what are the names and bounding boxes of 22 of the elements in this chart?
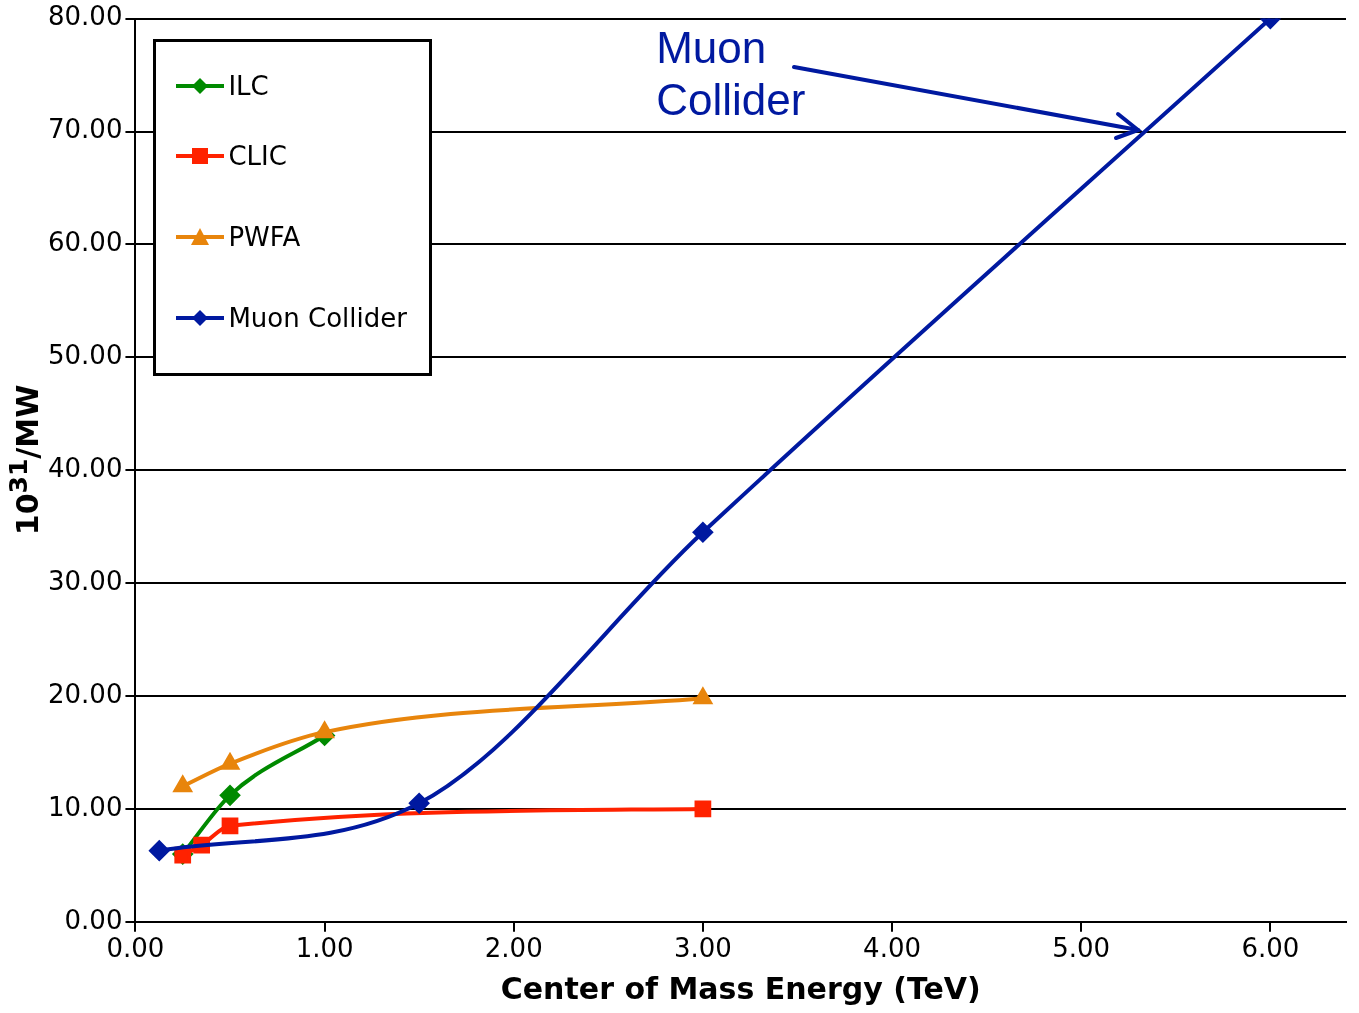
x-axis-title: Center of Mass Energy (TeV) — [500, 970, 981, 1006]
y-tick-label: 40.00 — [48, 452, 123, 483]
y-tick-label: 80.00 — [48, 1, 123, 32]
legend-label: CLIC — [228, 141, 287, 172]
legend-label: PWFA — [228, 222, 301, 253]
x-tick-label: 1.00 — [295, 933, 354, 964]
y-tick-label: 10.00 — [48, 791, 123, 822]
y-tick-label: 20.00 — [48, 678, 123, 709]
x-tick-label: 4.00 — [863, 933, 921, 964]
y-tick-label: 0.00 — [64, 904, 123, 935]
y-tick-label: 30.00 — [48, 565, 123, 596]
annotation: Muon Collider — [656, 21, 806, 127]
y-tick-label: 70.00 — [48, 114, 123, 145]
legend-label: ILC — [228, 70, 269, 101]
y-tick-label: 60.00 — [48, 227, 123, 258]
x-tick-label: 0.00 — [106, 933, 165, 964]
x-tick-label: 6.00 — [1241, 933, 1300, 964]
x-tick-label: 2.00 — [484, 933, 543, 964]
y-tick-label: 50.00 — [48, 340, 123, 371]
x-tick-label: 5.00 — [1052, 933, 1111, 964]
x-tick-label: 3.00 — [673, 933, 732, 964]
legend-label: Muon Collider — [228, 303, 407, 334]
